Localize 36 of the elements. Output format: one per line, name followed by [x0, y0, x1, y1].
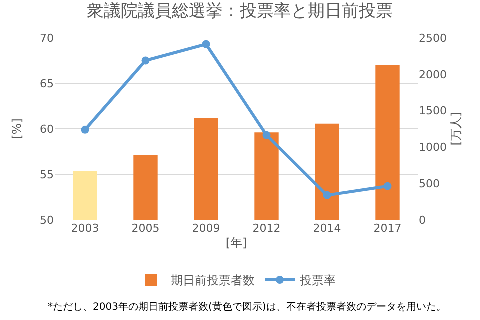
y2-tick-label: 2000	[419, 68, 447, 82]
legend-label: 期日前投票者数	[171, 274, 255, 288]
point	[202, 40, 210, 48]
point	[384, 182, 392, 190]
chart-title: 衆議院議員総選挙：投票率と期日前投票	[87, 2, 393, 22]
x-tick-label: 2003	[71, 222, 100, 235]
x-tick-label: 2009	[192, 222, 220, 235]
y-tick-label: 55	[40, 168, 54, 182]
y2-axis-title: [万人]	[449, 112, 463, 146]
bar	[73, 171, 98, 220]
bar	[134, 155, 158, 220]
y-tick-label: 70	[40, 32, 54, 45]
y2-tick-label: 1000	[419, 141, 447, 154]
bar	[194, 118, 218, 220]
point	[323, 191, 332, 200]
text: *ただし、2003年の期日前投票者数(黄色で図示)は、不在者投票者数のデータを用いた。	[48, 301, 446, 313]
y-tick-label: 60	[40, 122, 54, 136]
y2-tick-label: 0	[419, 214, 426, 227]
point	[81, 126, 90, 134]
x-tick-label: 2005	[132, 222, 160, 235]
y-tick-label: 50	[40, 214, 54, 227]
y2-tick-label: 1500	[419, 104, 447, 118]
y2-tick-label: 2500	[419, 32, 447, 45]
point	[142, 56, 150, 65]
y-axis-title: [%]	[10, 118, 24, 140]
bar	[376, 64, 400, 220]
x-tick-label: 2014	[313, 222, 342, 235]
x-tick-label: 2017	[374, 222, 402, 235]
bar	[315, 124, 340, 220]
legend-label: 投票率	[299, 274, 336, 288]
x-tick-label: 2012	[252, 222, 281, 235]
point	[262, 131, 271, 140]
x-axis-title: [年]	[226, 236, 248, 250]
bar	[254, 132, 279, 220]
y-tick-label: 65	[40, 77, 54, 90]
y2-tick-label: 500	[419, 177, 440, 190]
